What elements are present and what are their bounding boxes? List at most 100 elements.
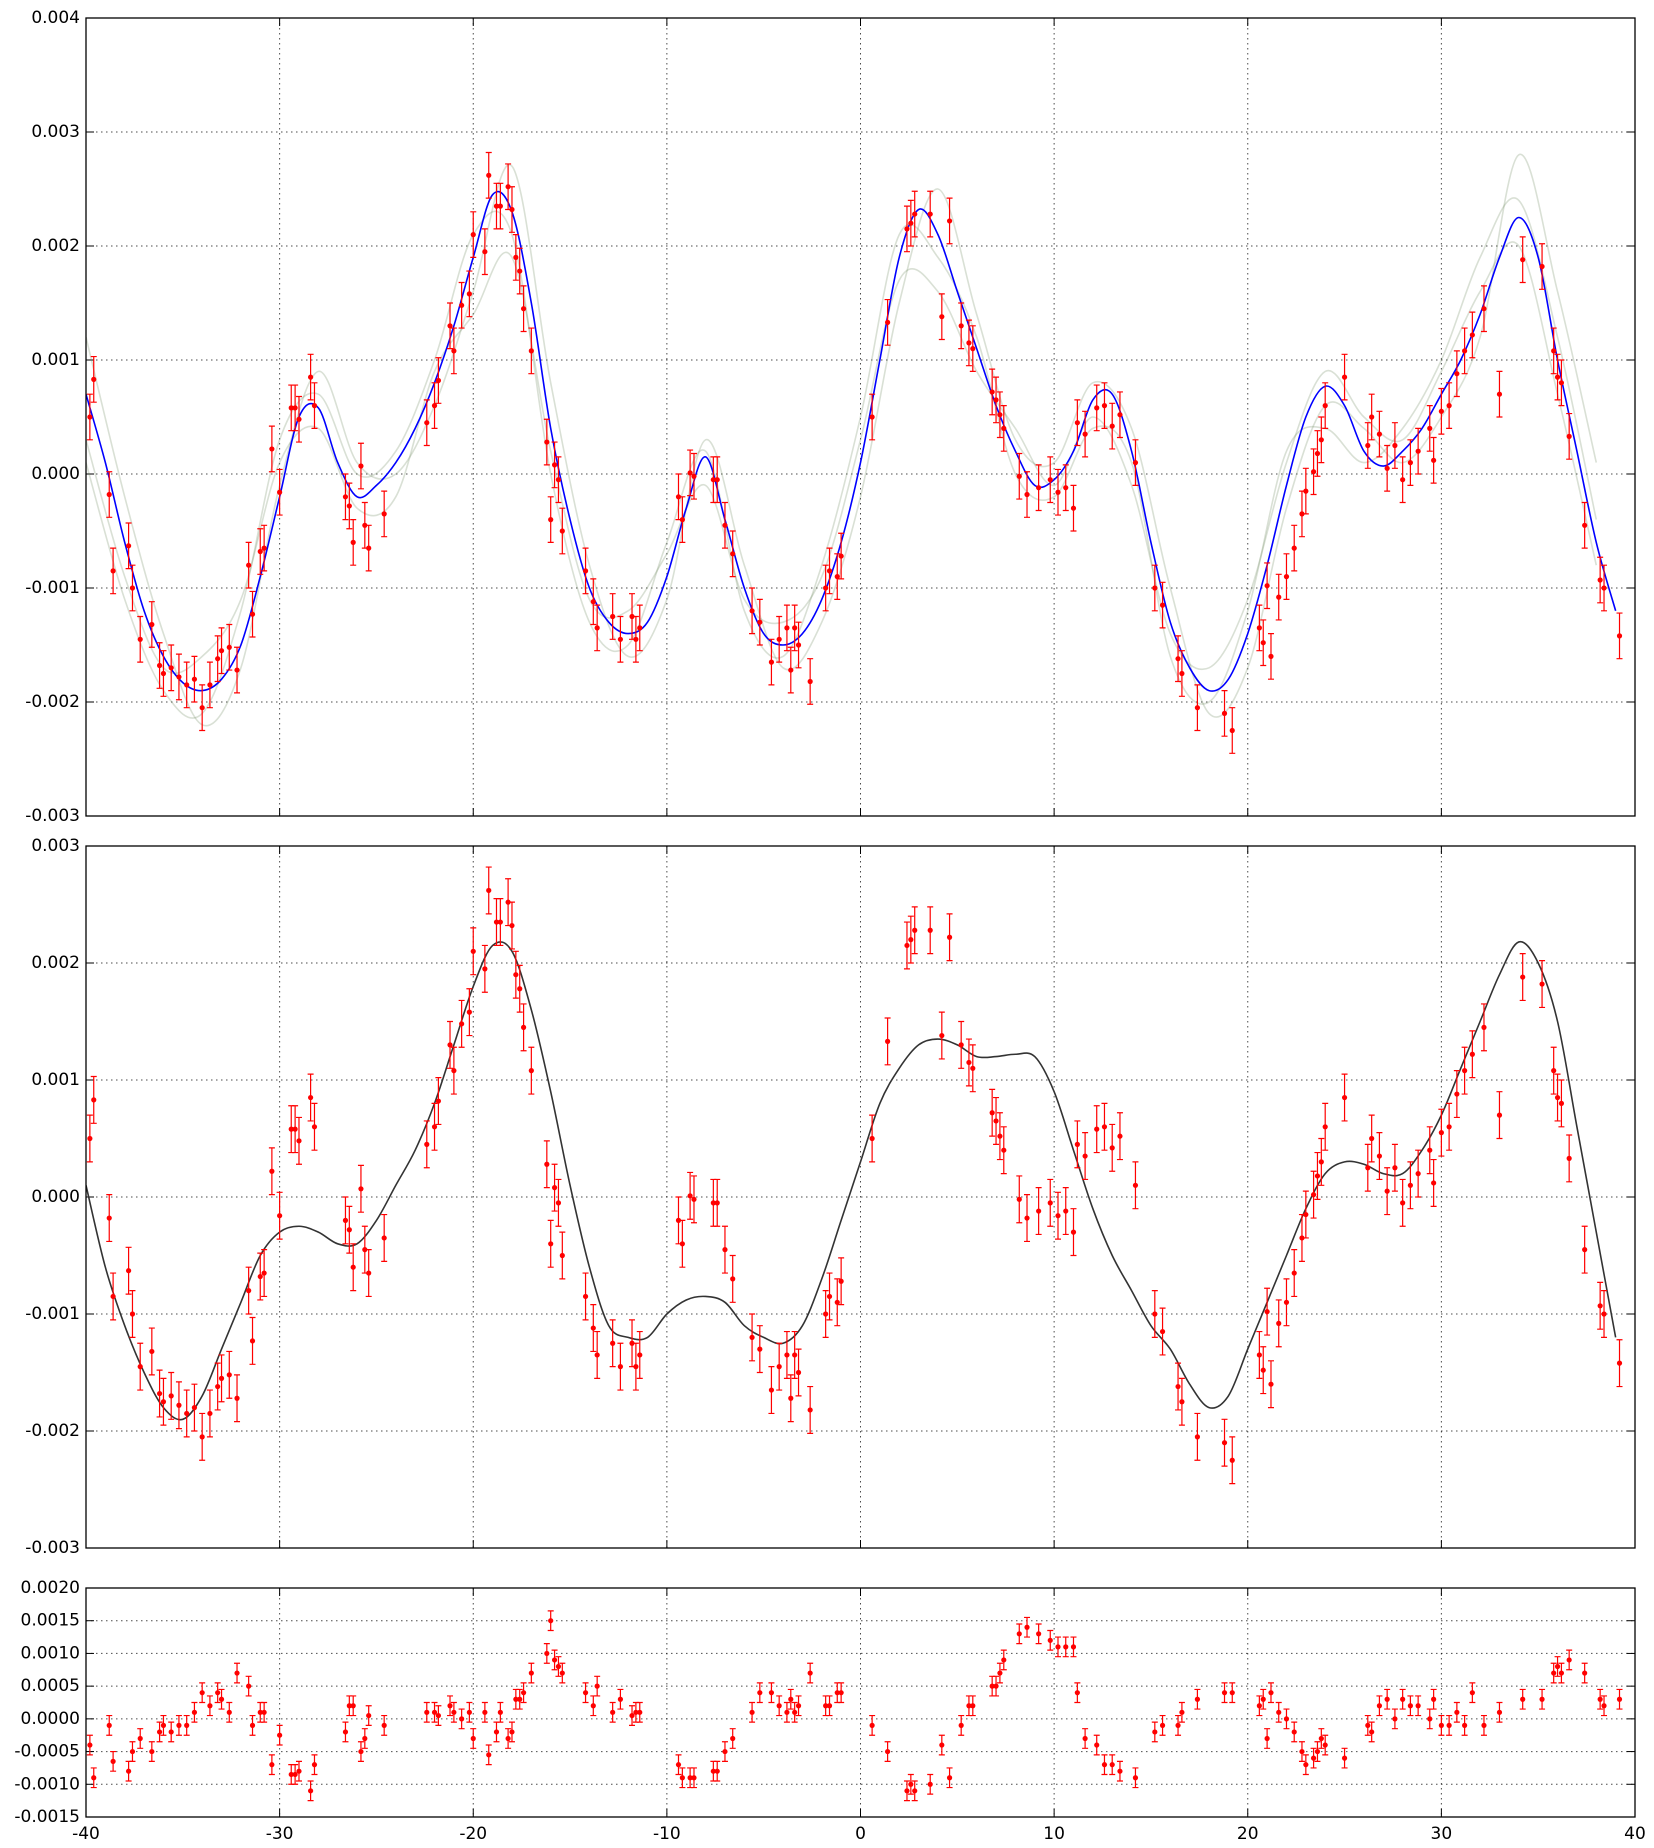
data-point — [1024, 491, 1030, 498]
data-point — [1469, 1690, 1475, 1696]
data-point — [710, 477, 716, 483]
data-point — [970, 1703, 976, 1709]
x-tick-label: -30 — [266, 1824, 294, 1844]
data-point — [1159, 1328, 1166, 1335]
data-point — [885, 1748, 891, 1755]
data-point — [1094, 405, 1100, 411]
data-point — [1256, 625, 1262, 631]
data-point — [1283, 1716, 1290, 1722]
data-point — [1431, 1180, 1437, 1186]
data-point — [1109, 1145, 1115, 1151]
data-point — [1159, 1722, 1166, 1728]
data-point — [946, 218, 953, 224]
data-point — [823, 1703, 829, 1709]
data-point — [1582, 1670, 1588, 1676]
data-point — [1376, 1153, 1383, 1159]
data-point — [1376, 1703, 1383, 1709]
plot-frame — [85, 845, 1636, 1549]
data-point — [1369, 1729, 1375, 1735]
data-point — [277, 1732, 283, 1738]
data-point — [551, 1657, 558, 1663]
data-point — [168, 665, 174, 671]
data-point — [517, 986, 523, 992]
data-point — [1260, 1696, 1266, 1702]
data-point — [381, 1235, 387, 1241]
data-point — [311, 1124, 318, 1130]
data-point — [350, 1703, 356, 1709]
data-point — [342, 1217, 349, 1223]
data-point — [1558, 1670, 1565, 1676]
data-point — [637, 1352, 643, 1358]
data-point — [486, 172, 492, 178]
data-point — [551, 462, 558, 468]
data-point — [520, 306, 527, 312]
x-tick-label: 0 — [855, 1824, 866, 1844]
data-point — [249, 1338, 256, 1344]
data-point — [730, 1735, 736, 1742]
data-point — [939, 1032, 945, 1039]
data-point — [191, 1405, 198, 1411]
data-point — [1554, 374, 1561, 380]
data-point — [795, 1703, 802, 1709]
data-point — [269, 446, 275, 452]
data-point — [675, 1217, 682, 1223]
data-point — [548, 1618, 554, 1624]
data-point — [513, 972, 519, 978]
data-point — [137, 1735, 143, 1742]
data-point — [1303, 1211, 1309, 1218]
data-point — [823, 1311, 829, 1317]
data-point — [493, 1729, 500, 1735]
data-point — [1318, 437, 1324, 443]
y-tick-label: 0.0010 — [21, 1643, 80, 1663]
data-point — [1469, 332, 1475, 338]
data-point — [234, 1395, 240, 1401]
data-point — [722, 1748, 728, 1755]
data-point — [1496, 1112, 1503, 1118]
data-point — [505, 899, 511, 905]
y-tick-label: 0.0005 — [21, 1676, 80, 1696]
data-point — [594, 625, 600, 631]
data-point — [261, 545, 267, 551]
data-point — [939, 314, 945, 320]
data-point — [513, 1696, 519, 1702]
data-point — [838, 553, 844, 559]
data-point — [1256, 1352, 1262, 1358]
data-point — [1175, 1383, 1181, 1390]
data-point — [1520, 257, 1526, 263]
data-point — [424, 1141, 430, 1147]
data-point — [590, 1703, 596, 1709]
data-point — [1481, 306, 1487, 312]
data-point — [730, 551, 736, 557]
data-point — [629, 613, 635, 620]
data-point — [749, 1334, 755, 1340]
data-point — [946, 934, 953, 940]
data-point — [1462, 1722, 1468, 1728]
plot-frame — [85, 1587, 1636, 1818]
data-point — [435, 1098, 441, 1104]
data-point — [1175, 656, 1181, 662]
data-point — [1601, 1311, 1607, 1317]
data-point — [505, 1735, 511, 1742]
data-point — [451, 1068, 457, 1074]
data-point — [1132, 1182, 1139, 1188]
data-point — [1179, 670, 1185, 677]
data-point — [505, 184, 511, 190]
data-point — [110, 1293, 116, 1300]
data-point — [1566, 1657, 1572, 1663]
x-tick-label: 10 — [1043, 1824, 1065, 1844]
data-point — [1616, 1696, 1623, 1702]
model-line — [86, 190, 1617, 692]
data-point — [1496, 391, 1503, 397]
data-point — [908, 220, 914, 226]
data-point — [160, 670, 167, 677]
data-point — [904, 226, 910, 232]
data-point — [1469, 1051, 1475, 1057]
data-point — [1481, 1722, 1487, 1728]
data-point — [1132, 460, 1139, 466]
data-point — [137, 1364, 143, 1370]
data-point — [993, 1118, 999, 1124]
data-point — [246, 562, 252, 568]
data-point — [1036, 485, 1042, 491]
data-point — [1438, 1722, 1444, 1728]
